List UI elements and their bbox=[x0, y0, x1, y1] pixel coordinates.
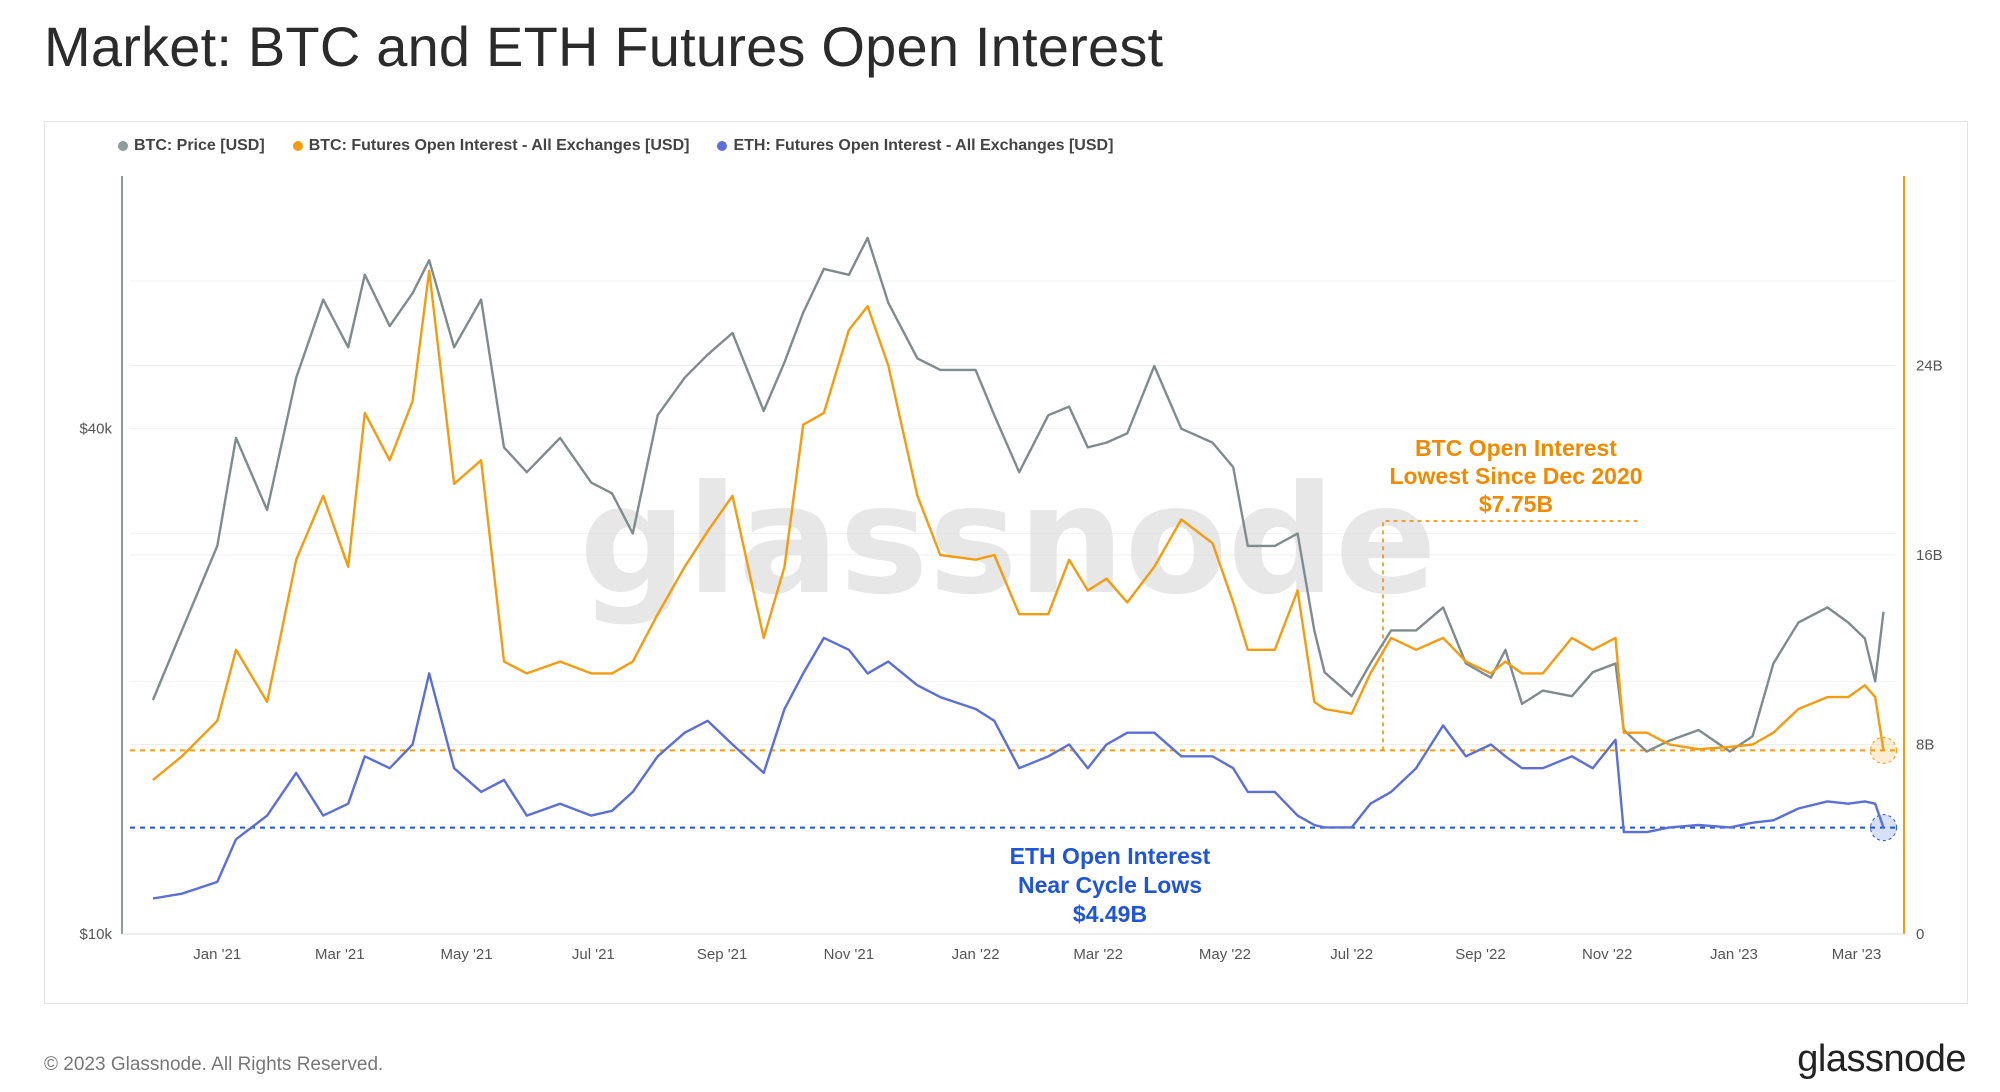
eth-annotation-line: Near Cycle Lows bbox=[1018, 872, 1202, 898]
x-tick-label: Jul '22 bbox=[1330, 946, 1373, 963]
x-tick-label: Mar '22 bbox=[1073, 946, 1123, 963]
x-tick-label: Nov '21 bbox=[824, 946, 874, 963]
series-btc-oi-line bbox=[152, 269, 1885, 781]
btc-oi-end-marker bbox=[1870, 736, 1898, 764]
y-left-tick-label: $40k bbox=[79, 421, 112, 438]
eth-oi-end-marker bbox=[1870, 814, 1898, 842]
eth-annotation-line: ETH Open Interest bbox=[1010, 843, 1211, 869]
x-tick-label: Jan '21 bbox=[193, 946, 241, 963]
chart-legend: BTC: Price [USD] BTC: Futures Open Inter… bbox=[118, 137, 1113, 155]
x-tick-label: May '21 bbox=[441, 946, 493, 963]
x-tick-label: Sep '22 bbox=[1455, 946, 1505, 963]
series-eth-oi-line bbox=[152, 636, 1885, 900]
chart-frame bbox=[44, 121, 1968, 1004]
legend-item-btc-oi[interactable]: BTC: Futures Open Interest - All Exchang… bbox=[292, 137, 690, 155]
legend-item-btc-price[interactable]: BTC: Price [USD] bbox=[118, 137, 265, 155]
y-right-tick-label: 0 bbox=[1916, 926, 1924, 943]
eth-annotation-line: $4.49B bbox=[1073, 901, 1147, 927]
legend-dot-eth-oi bbox=[717, 141, 728, 151]
watermark: glassnode bbox=[579, 454, 1437, 628]
x-tick-label: Jan '22 bbox=[952, 946, 1000, 963]
series-lines bbox=[151, 236, 1885, 900]
x-tick-label: Mar '23 bbox=[1832, 946, 1882, 963]
btc-annotation-line: $7.75B bbox=[1479, 491, 1553, 517]
btc-annotation-line: Lowest Since Dec 2020 bbox=[1389, 463, 1642, 489]
y-left-tick-label: $10k bbox=[79, 926, 112, 943]
legend-item-eth-oi[interactable]: ETH: Futures Open Interest - All Exchang… bbox=[717, 137, 1113, 155]
y-right-tick-label: 24B bbox=[1916, 358, 1943, 375]
reference-lines bbox=[130, 520, 1898, 842]
btc-annotation-line: BTC Open Interest bbox=[1415, 435, 1617, 461]
copyright-footer: © 2023 Glassnode. All Rights Reserved. bbox=[44, 1054, 384, 1075]
x-tick-label: Mar '21 bbox=[315, 946, 365, 963]
y-right-tick-label: 8B bbox=[1916, 737, 1934, 754]
axis-ticks: 0 8B 16B 24B $10k $40k Jan '21 Mar '21 May '21 Ju… bbox=[79, 358, 1942, 964]
legend-label-eth-oi: ETH: Futures Open Interest - All Exchang… bbox=[733, 137, 1114, 154]
x-tick-label: Jan '23 bbox=[1710, 946, 1758, 963]
legend-dot-btc-oi bbox=[292, 141, 303, 151]
x-tick-label: May '22 bbox=[1199, 946, 1251, 963]
y-right-tick-label: 16B bbox=[1916, 547, 1943, 564]
x-tick-label: Nov '22 bbox=[1582, 946, 1632, 963]
x-tick-label: Sep '21 bbox=[697, 946, 747, 963]
page-title: Market: BTC and ETH Futures Open Interes… bbox=[44, 15, 1164, 78]
legend-dot-btc-price bbox=[118, 141, 128, 151]
x-tick-label: Jul '21 bbox=[572, 946, 615, 963]
legend-label-btc-price: BTC: Price [USD] bbox=[134, 137, 265, 154]
btc-annotation-bracket bbox=[1382, 520, 1640, 751]
glassnode-logo: glassnode bbox=[1797, 1038, 1966, 1080]
legend-label-btc-oi: BTC: Futures Open Interest - All Exchang… bbox=[308, 137, 690, 154]
